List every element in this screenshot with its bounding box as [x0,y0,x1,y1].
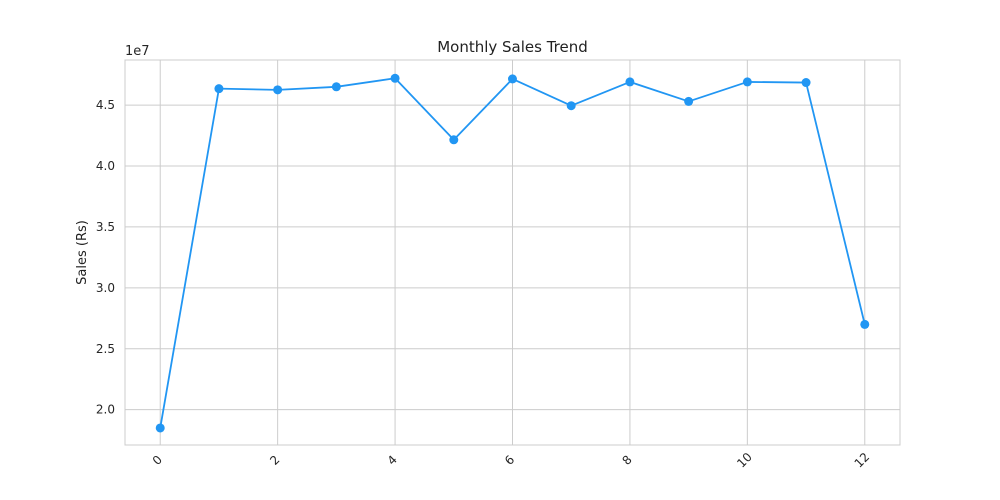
y-axis-label: Sales (Rs) [75,220,90,285]
data-point [214,84,224,94]
data-point [449,135,459,145]
y-scale-label: 1e7 [125,44,150,59]
x-tick-labels: 0 2 4 6 8 10 12 [150,450,873,471]
data-point [273,85,283,95]
y-tick-label: 4.0 [96,159,115,173]
data-point [508,74,517,84]
data-point [390,73,400,83]
x-tick-label: 10 [734,450,755,471]
y-tick-label: 2.0 [96,403,115,417]
x-tick-label: 2 [267,453,282,468]
x-tick-label: 4 [385,453,400,468]
y-tick-label: 2.5 [96,342,115,356]
x-tick-label: 8 [619,453,634,468]
data-point [860,319,870,329]
chart-title: Monthly Sales Trend [437,38,588,56]
y-tick-label: 4.5 [96,98,115,112]
grid-lines [125,60,900,445]
x-tick-label: 0 [150,453,165,468]
x-tick-label: 12 [852,450,873,471]
data-point [566,101,576,111]
y-tick-labels: 2.0 2.5 3.0 3.5 4.0 4.5 [96,98,115,417]
data-point [684,96,694,106]
y-tick-label: 3.0 [96,281,115,295]
data-point [155,423,165,433]
y-tick-label: 3.5 [96,220,115,234]
x-tick-label: 6 [502,453,517,468]
data-point [625,77,635,87]
data-points-group [155,73,870,433]
plot-frame [124,59,901,446]
data-point [742,77,752,87]
data-point [331,82,341,92]
data-point [801,78,811,88]
